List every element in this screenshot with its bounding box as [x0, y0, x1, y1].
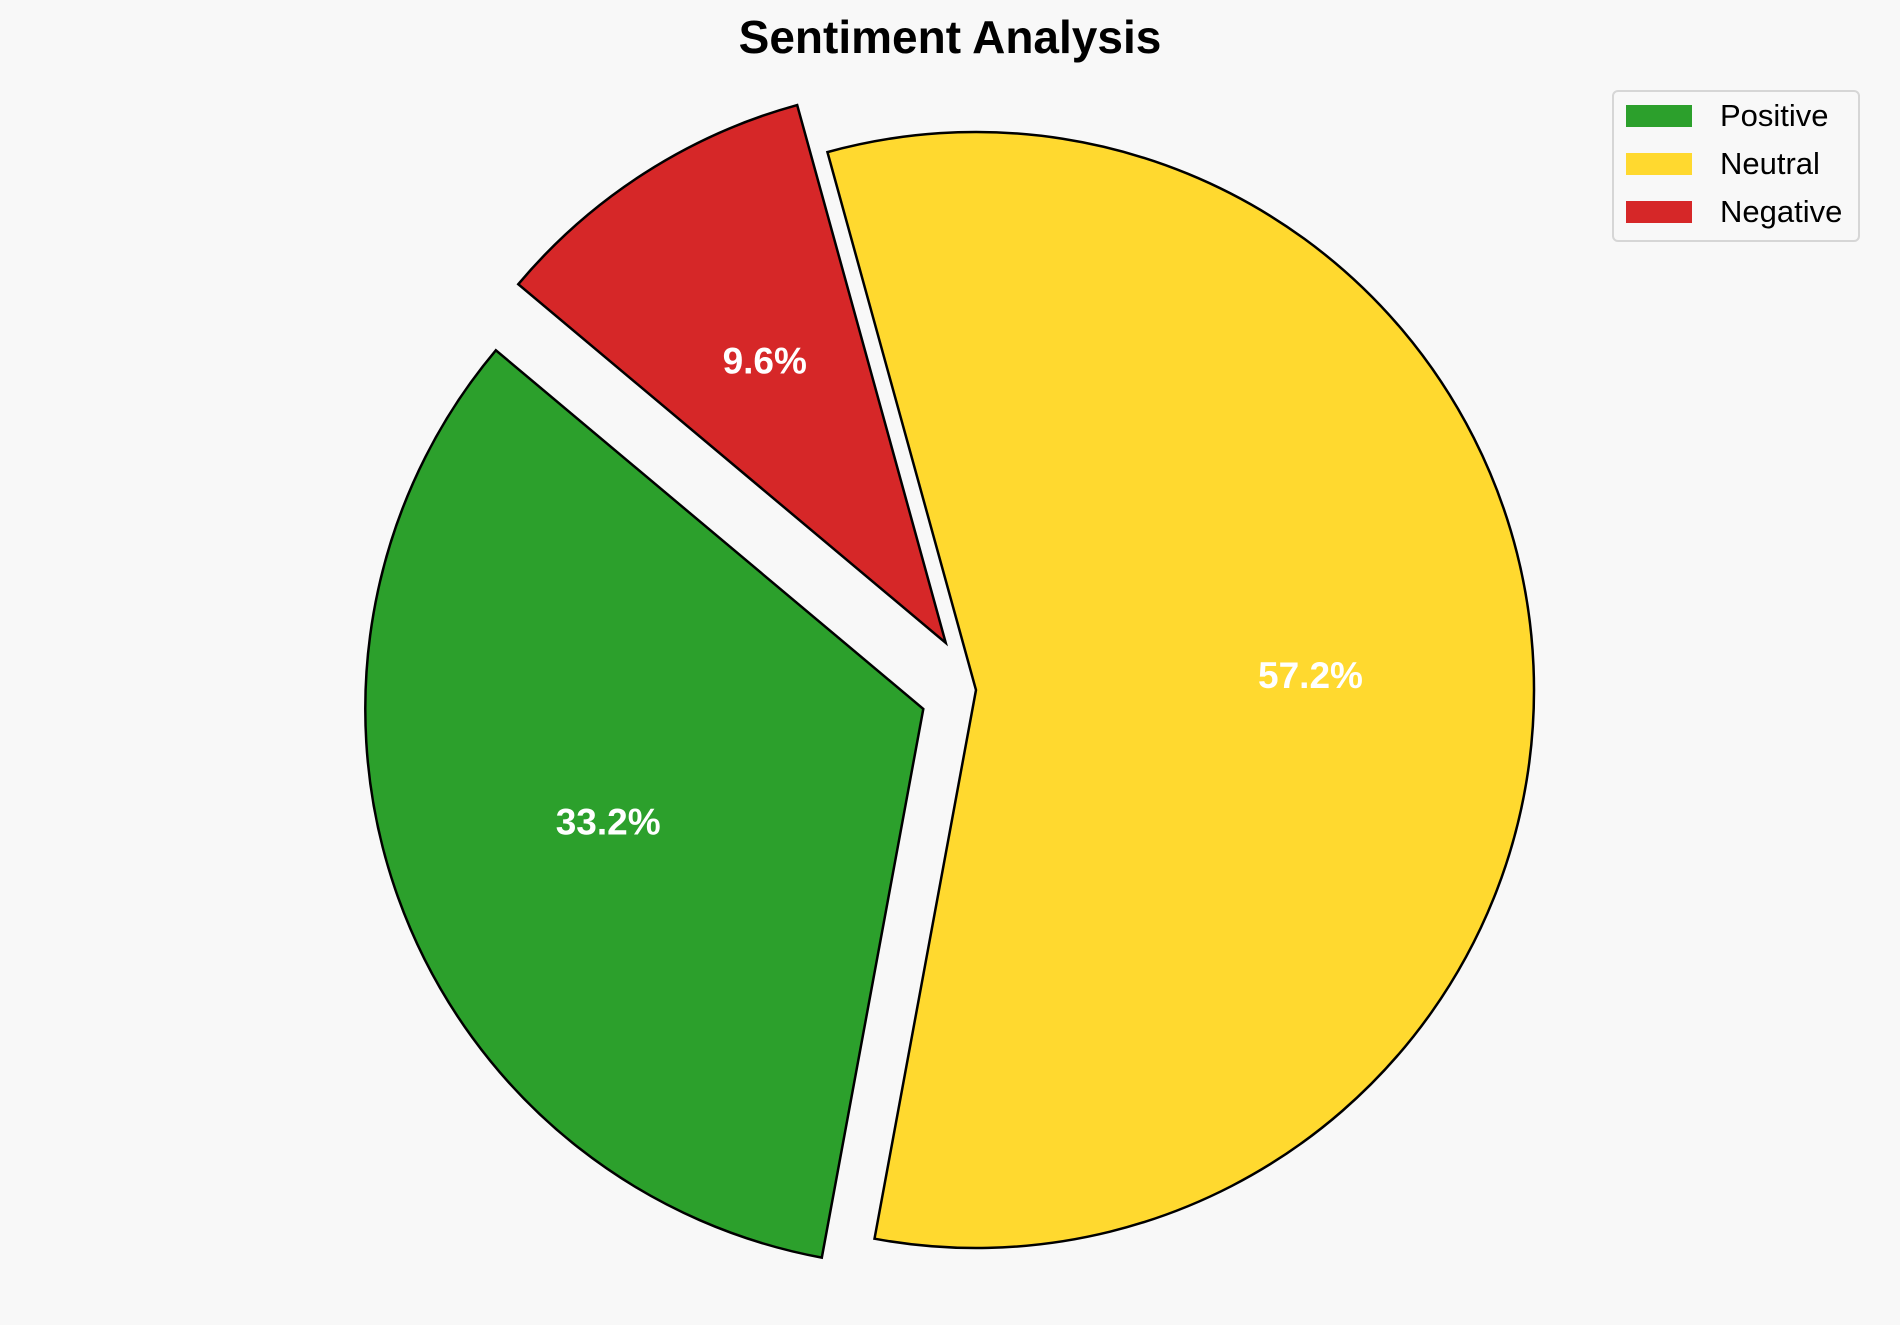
legend-swatch-negative: [1626, 201, 1692, 223]
pie-slice-positive: [364, 348, 925, 1260]
chart-title: Sentiment Analysis: [738, 11, 1162, 63]
pie-slices: [364, 103, 1536, 1260]
slice-label-neutral: 57.2%: [1258, 655, 1363, 696]
legend-item-positive: Positive: [1626, 96, 1829, 136]
legend-item-negative: Negative: [1626, 192, 1842, 232]
pie-slice-negative: [516, 103, 949, 647]
legend-label-positive: Positive: [1720, 98, 1829, 133]
legend-label-negative: Negative: [1720, 194, 1843, 229]
pie-slice-labels: 33.2% 57.2% 9.6%: [556, 341, 1363, 843]
slice-label-positive: 33.2%: [556, 802, 661, 843]
slice-label-negative: 9.6%: [723, 341, 807, 382]
legend: Positive Neutral Negative: [1612, 90, 1860, 242]
legend-swatch-positive: [1626, 105, 1692, 127]
legend-label-neutral: Neutral: [1720, 146, 1820, 181]
legend-swatch-neutral: [1626, 153, 1692, 175]
pie-slice-neutral: [825, 130, 1536, 1250]
legend-item-neutral: Neutral: [1626, 144, 1820, 184]
